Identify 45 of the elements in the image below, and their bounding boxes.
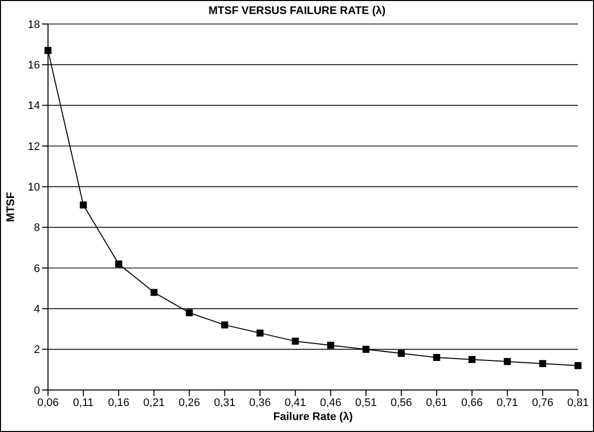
y-tick-label: 8 bbox=[34, 222, 40, 234]
y-tick-label: 14 bbox=[28, 100, 40, 112]
point bbox=[468, 356, 476, 363]
chart-title: MTSF VERSUS FAILURE RATE (λ) bbox=[207, 5, 387, 17]
point bbox=[398, 350, 405, 357]
point bbox=[539, 360, 546, 368]
x-tick-label: 0,81 bbox=[567, 396, 589, 409]
point bbox=[115, 260, 122, 268]
y-tick-label: 18 bbox=[28, 18, 40, 31]
x-tick-label: 0,21 bbox=[143, 396, 165, 409]
y-tick-label: 12 bbox=[28, 140, 40, 153]
point bbox=[362, 346, 370, 353]
y-tick-label: 2 bbox=[34, 344, 40, 356]
y-tick-label: 6 bbox=[34, 262, 40, 275]
x-tick-label: 0,11 bbox=[73, 396, 94, 409]
x-tick-label: 0,26 bbox=[178, 396, 200, 409]
y-axis-title: MTSF bbox=[4, 192, 17, 222]
x-tick-label: 0,76 bbox=[532, 396, 554, 409]
y-tick-label: 0 bbox=[34, 384, 40, 397]
point bbox=[80, 201, 87, 208]
x-tick-label: 0,66 bbox=[461, 396, 483, 409]
x-tick-label: 0,16 bbox=[108, 396, 130, 409]
y-tick-label: 16 bbox=[28, 60, 40, 72]
x-tick-label: 0,51 bbox=[355, 396, 377, 409]
point bbox=[327, 342, 334, 349]
point bbox=[44, 46, 52, 54]
y-tick-label: 10 bbox=[28, 182, 40, 194]
x-tick-label: 0,31 bbox=[214, 396, 236, 409]
x-tick-label: 0,56 bbox=[390, 396, 412, 409]
point bbox=[504, 358, 511, 366]
point bbox=[186, 309, 193, 316]
point bbox=[433, 354, 440, 361]
x-tick-label: 0,41 bbox=[284, 396, 306, 409]
x-tick-label: 0,46 bbox=[320, 396, 342, 409]
y-tick-label: 4 bbox=[34, 304, 40, 316]
point bbox=[574, 362, 582, 370]
point bbox=[150, 288, 158, 296]
point bbox=[221, 321, 228, 328]
x-tick-label: 0,06 bbox=[37, 396, 59, 409]
x-tick-label: 0,36 bbox=[249, 396, 271, 409]
x-tick-label: 0,71 bbox=[496, 396, 518, 409]
x-tick-label: 0,61 bbox=[426, 396, 448, 409]
point bbox=[256, 330, 264, 337]
x-axis-title: Failure Rate (λ) bbox=[273, 411, 354, 423]
point bbox=[292, 338, 299, 345]
